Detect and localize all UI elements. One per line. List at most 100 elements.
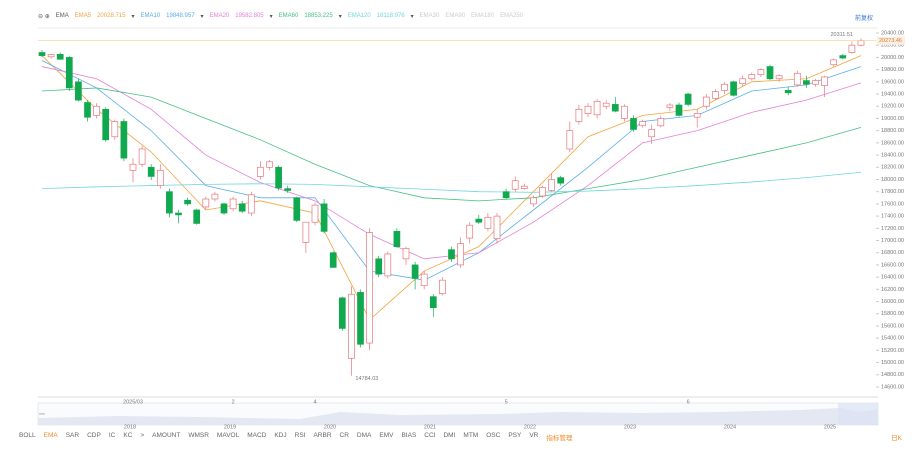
- indicator-tab[interactable]: MTM: [463, 432, 479, 439]
- legend-name: EMA10: [140, 13, 161, 19]
- candle-body: [557, 177, 565, 184]
- navigator-window[interactable]: [838, 403, 878, 425]
- navigator-handle[interactable]: ▫▫▫: [39, 411, 45, 417]
- candle-body: [138, 148, 146, 165]
- candle-body: [348, 293, 355, 359]
- legend-menu[interactable]: ▾: [338, 13, 342, 20]
- year-label: 2020: [324, 424, 336, 430]
- candle-body: [302, 221, 310, 243]
- legend-value: 19582.805: [235, 13, 264, 19]
- candle-body: [584, 105, 592, 114]
- candle-body: [38, 52, 46, 56]
- indicator-tab[interactable]: ARBR: [313, 432, 332, 439]
- candle-body: [293, 197, 301, 221]
- icons[interactable]: ⊖ ⊕: [38, 13, 50, 20]
- y-tick-label: 17000.00: [881, 238, 904, 244]
- candle-body: [793, 72, 801, 86]
- indicator-tab[interactable]: CR: [339, 432, 349, 439]
- candle-body: [384, 253, 392, 277]
- y-tick-label: 20000.00: [881, 55, 904, 61]
- indicator-tab[interactable]: WMSR: [188, 432, 209, 439]
- candle-body: [848, 44, 856, 53]
- candle-body: [857, 40, 865, 46]
- y-tick-label: 19800.00: [881, 67, 904, 73]
- indicator-tab[interactable]: KC: [123, 432, 133, 439]
- candle-body: [812, 80, 819, 85]
- indicator-tab[interactable]: OSC: [486, 432, 501, 439]
- indicator-tab[interactable]: PSY: [508, 432, 522, 439]
- indicator-tab[interactable]: EMA: [43, 432, 58, 439]
- y-tick-label: 19200.00: [881, 104, 904, 110]
- y-tick-label: 15600.00: [881, 323, 904, 329]
- y-tick-label: 18800.00: [881, 128, 904, 134]
- indicator-tab[interactable]: AMOUNT: [152, 432, 181, 439]
- indicator-tab[interactable]: DMA: [356, 432, 372, 439]
- indicator-tab[interactable]: MAVOL: [216, 432, 240, 439]
- adjust[interactable]: 前复权: [854, 16, 873, 22]
- x-tick-label: 4: [313, 399, 316, 405]
- candle-body: [648, 129, 656, 138]
- candle-body: [548, 179, 555, 191]
- indicator-tab[interactable]: BIAS: [401, 432, 417, 439]
- candle-body: [475, 218, 483, 223]
- candle-body: [411, 264, 419, 279]
- legend-menu[interactable]: ▾: [200, 13, 204, 20]
- candle-body: [675, 104, 683, 116]
- candle-body: [566, 130, 574, 150]
- indicator-tab[interactable]: IC: [108, 432, 116, 439]
- period[interactable]: 日K: [891, 435, 902, 442]
- indicator-tab[interactable]: DMI: [443, 432, 456, 439]
- candle-body: [247, 194, 255, 214]
- x-tick-label: 2025/03: [123, 399, 143, 405]
- candle-body: [320, 203, 328, 232]
- indicator-tab[interactable]: >: [140, 432, 145, 439]
- y-tick-label: 19000.00: [881, 116, 904, 122]
- candle-body: [175, 212, 182, 216]
- indicator-tab[interactable]: CDP: [87, 432, 101, 439]
- x-tick-label: 2: [232, 399, 235, 405]
- low-label: 14784.03: [355, 376, 378, 382]
- legend-menu[interactable]: ▾: [410, 13, 414, 20]
- legend-inactive: EMA90: [445, 13, 466, 19]
- y-tick-label: 16600.00: [881, 262, 904, 268]
- legend-name: EMA60: [278, 13, 299, 19]
- y-tick-label: 19400.00: [881, 91, 904, 97]
- y-tick-label: 15200.00: [881, 348, 904, 354]
- indicator-tab[interactable]: BOLL: [19, 432, 36, 439]
- y-tick-label: 14600.00: [881, 384, 904, 390]
- candle-body: [257, 166, 264, 177]
- y-tick-label: 20200.00: [881, 43, 904, 49]
- year-label: 2025: [824, 424, 836, 430]
- year-label: 2022: [524, 424, 536, 430]
- year-label: 2018: [124, 424, 136, 430]
- candle-body: [84, 102, 91, 118]
- candle-body: [611, 104, 619, 112]
- x-tick-label: 6: [687, 399, 690, 405]
- candle-body: [284, 188, 292, 191]
- indicator-tab[interactable]: VR: [529, 432, 539, 439]
- candle-body: [56, 54, 64, 60]
- high-label: 20311.51: [830, 32, 853, 38]
- legend-menu[interactable]: ▾: [269, 13, 273, 20]
- indicator-tab[interactable]: MACD: [247, 432, 267, 439]
- candle-body: [493, 215, 501, 240]
- candle-body: [539, 187, 546, 197]
- candle-body: [721, 83, 728, 91]
- indicator-tab[interactable]: 指标管理: [546, 435, 573, 442]
- candle-body: [93, 105, 100, 116]
- candle-body: [502, 191, 510, 199]
- indicator-tab[interactable]: EMV: [379, 432, 394, 439]
- indicator-tab[interactable]: SAR: [65, 432, 80, 439]
- y-tick-label: 20400.00: [881, 30, 904, 36]
- indicator-tab[interactable]: KDJ: [274, 432, 287, 439]
- legend-menu[interactable]: ▾: [131, 13, 135, 20]
- candle-body: [65, 57, 73, 89]
- candle-body: [457, 243, 464, 266]
- indicator-tab[interactable]: CCI: [424, 432, 436, 439]
- indicator-tab[interactable]: RSI: [294, 432, 306, 439]
- candle-body: [666, 104, 674, 108]
- y-tick-label: 18400.00: [881, 153, 904, 159]
- candle-body: [775, 75, 783, 80]
- candle-body: [229, 198, 237, 210]
- candle-body: [621, 105, 628, 119]
